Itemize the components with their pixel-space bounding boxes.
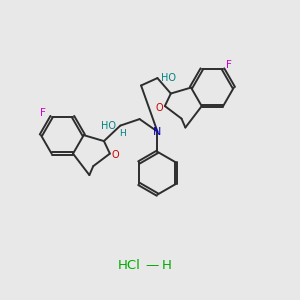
Text: N: N <box>153 127 162 136</box>
Text: O: O <box>156 103 163 112</box>
Text: —: — <box>145 260 158 272</box>
Text: HCl: HCl <box>118 260 141 272</box>
Text: HO: HO <box>161 73 176 83</box>
Text: O: O <box>111 150 119 160</box>
Text: H: H <box>161 260 171 272</box>
Text: HO: HO <box>101 121 116 130</box>
Text: F: F <box>226 61 231 70</box>
Text: F: F <box>40 108 46 118</box>
Text: H: H <box>119 129 126 138</box>
